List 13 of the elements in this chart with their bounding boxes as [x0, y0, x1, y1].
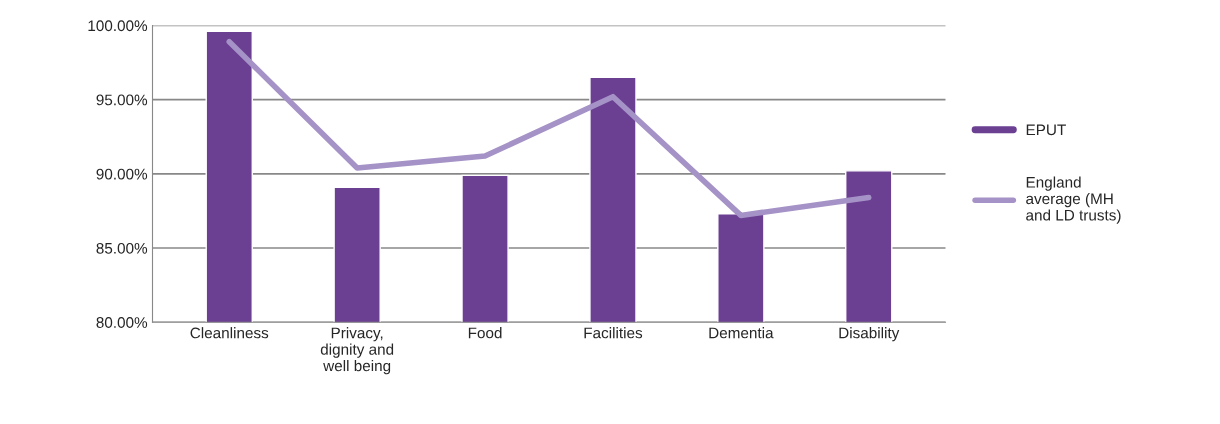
- y-tick-label: 80.00%: [96, 317, 148, 328]
- x-tick-label: Dementia: [709, 327, 774, 339]
- y-tick-label: 90.00%: [96, 168, 148, 180]
- y-tick-label: 95.00%: [96, 94, 148, 106]
- legend-label: EPUT: [1026, 124, 1066, 136]
- legend-label: England average (MH and LD trusts): [1026, 176, 1121, 224]
- y-tick-label: 100.00%: [88, 20, 148, 32]
- x-tick-label: Facilities: [584, 327, 643, 339]
- x-tick-label: Cleanliness: [190, 327, 269, 339]
- x-tick-label: Disability: [839, 327, 900, 342]
- x-tick-label: Food: [468, 327, 502, 339]
- x-tick-label: Privacy, dignity and well being: [320, 327, 394, 375]
- y-tick-label: 85.00%: [96, 242, 148, 254]
